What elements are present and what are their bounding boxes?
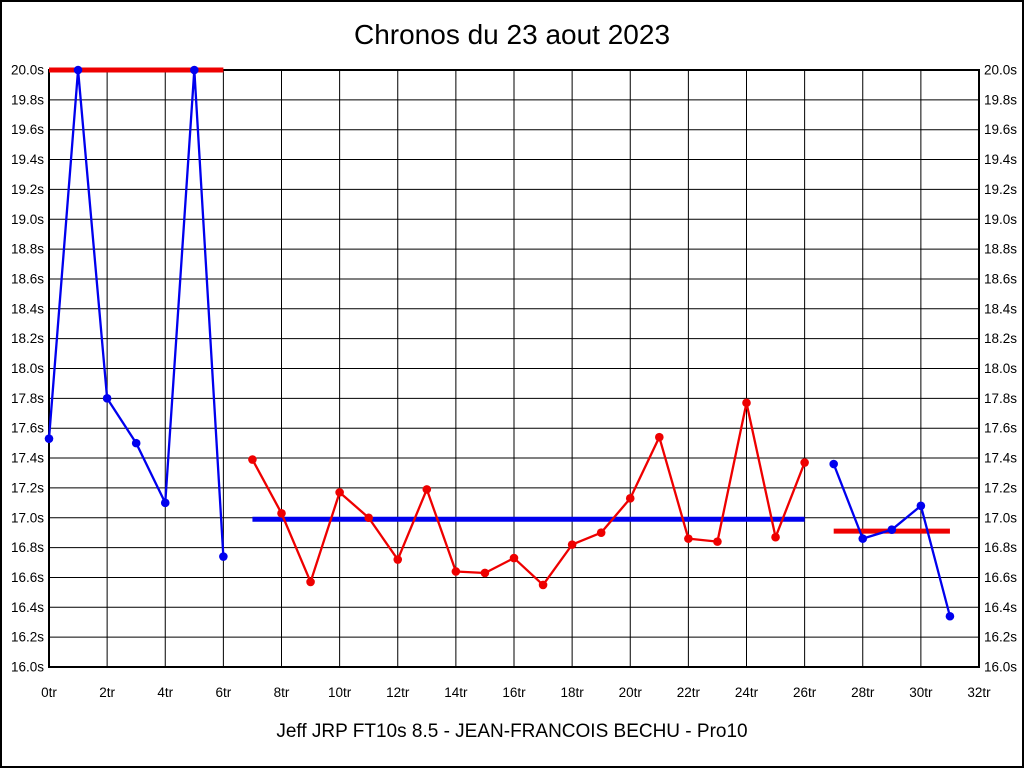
y-tick-label-left: 18.6s xyxy=(11,271,44,286)
data-point-run2-red xyxy=(248,455,257,464)
x-tick-label: 0tr xyxy=(41,685,57,700)
x-tick-label: 4tr xyxy=(157,685,173,700)
x-tick-label: 22tr xyxy=(677,685,701,700)
y-tick-label-right: 18.0s xyxy=(984,361,1017,376)
y-tick-label-left: 17.0s xyxy=(11,510,44,525)
data-point-run3-blue xyxy=(916,501,926,511)
data-point-run2-red xyxy=(567,540,577,549)
y-tick-label-left: 16.8s xyxy=(11,540,44,555)
data-point-run3-blue xyxy=(945,611,955,621)
data-point-run2-red xyxy=(538,580,548,590)
x-tick-label: 12tr xyxy=(386,685,410,700)
x-tick-label: 20tr xyxy=(619,685,643,700)
y-tick-label-left: 17.8s xyxy=(11,391,44,406)
y-tick-label-right: 16.4s xyxy=(984,600,1017,615)
chart-title: Chronos du 23 aout 2023 xyxy=(353,19,671,50)
data-point-run2-red xyxy=(625,494,635,503)
y-tick-label-left: 17.2s xyxy=(11,480,44,495)
y-tick-label-left: 19.4s xyxy=(11,152,44,167)
x-tick-label: 8tr xyxy=(274,685,290,700)
data-point-run2-red xyxy=(713,537,722,546)
y-tick-label-left: 16.4s xyxy=(11,600,44,615)
x-tick-label: 16tr xyxy=(502,685,526,700)
data-point-run1-blue xyxy=(44,434,54,443)
x-tick-label: 10tr xyxy=(328,685,352,700)
y-tick-label-left: 17.4s xyxy=(11,451,44,466)
chart-subtitle: Jeff JRP FT10s 8.5 - JEAN-FRANCOIS BECHU… xyxy=(276,721,748,742)
data-point-run2-red xyxy=(451,567,461,576)
data-point-run2-red xyxy=(800,458,809,467)
y-tick-label-right: 16.0s xyxy=(984,660,1017,675)
y-tick-label-right: 19.6s xyxy=(984,122,1017,137)
y-tick-label-left: 16.2s xyxy=(11,630,44,645)
x-tick-label: 24tr xyxy=(735,685,759,700)
y-tick-label-right: 18.6s xyxy=(984,271,1017,286)
data-point-run2-red xyxy=(364,513,373,523)
plot-border xyxy=(48,69,980,668)
y-tick-label-right: 18.8s xyxy=(984,242,1017,257)
y-tick-label-right: 17.8s xyxy=(984,391,1017,406)
data-point-run3-blue xyxy=(887,525,897,534)
y-tick-label-left: 19.8s xyxy=(11,92,44,107)
y-tick-label-right: 19.4s xyxy=(984,152,1017,167)
y-tick-label-right: 19.2s xyxy=(984,182,1017,197)
y-tick-label-left: 18.2s xyxy=(11,331,44,346)
data-point-run2-red xyxy=(422,485,432,494)
y-tick-label-right: 19.0s xyxy=(984,212,1017,227)
y-tick-label-left: 16.0s xyxy=(11,660,44,675)
data-point-run2-red xyxy=(742,398,751,408)
x-tick-label: 18tr xyxy=(560,685,584,700)
data-point-run1-blue xyxy=(190,65,199,75)
data-point-run1-blue xyxy=(131,438,141,448)
series-line-run2-red xyxy=(251,401,806,587)
y-tick-label-left: 19.0s xyxy=(11,212,44,227)
data-point-run1-blue xyxy=(73,65,83,75)
y-tick-label-right: 16.8s xyxy=(984,540,1017,555)
y-tick-label-right: 19.8s xyxy=(984,92,1017,107)
y-tick-label-left: 17.6s xyxy=(11,421,44,436)
data-point-run2-red xyxy=(335,488,344,497)
data-point-run2-red xyxy=(306,577,315,587)
x-tick-label: 32tr xyxy=(967,685,991,700)
y-tick-label-left: 20.0s xyxy=(11,63,44,78)
y-tick-label-right: 20.0s xyxy=(984,63,1017,78)
y-tick-label-right: 17.6s xyxy=(984,421,1017,436)
data-point-run2-red xyxy=(480,568,490,578)
data-point-run2-red xyxy=(771,532,780,542)
data-point-run2-red xyxy=(509,553,519,563)
data-point-run3-blue xyxy=(829,459,838,469)
y-tick-label-right: 17.0s xyxy=(984,510,1017,525)
y-tick-label-right: 18.4s xyxy=(984,301,1017,316)
data-point-run2-red xyxy=(684,534,693,543)
data-point-run2-red xyxy=(393,555,403,564)
data-point-run2-red xyxy=(596,528,606,537)
y-tick-label-left: 18.8s xyxy=(11,242,44,257)
series-line-run1-blue xyxy=(47,68,225,557)
y-tick-label-left: 19.6s xyxy=(11,122,44,137)
x-tick-label: 14tr xyxy=(444,685,468,700)
x-tick-label: 28tr xyxy=(851,685,875,700)
y-tick-label-right: 16.6s xyxy=(984,570,1017,585)
x-tick-label: 26tr xyxy=(793,685,817,700)
y-tick-label-right: 17.2s xyxy=(984,480,1017,495)
y-tick-label-left: 18.0s xyxy=(11,361,44,376)
x-tick-label: 2tr xyxy=(99,685,115,700)
data-point-run1-blue xyxy=(102,394,112,403)
y-tick-label-left: 19.2s xyxy=(11,182,44,197)
data-point-run3-blue xyxy=(858,534,868,543)
y-tick-label-right: 16.2s xyxy=(984,630,1017,645)
y-tick-label-left: 18.4s xyxy=(11,301,44,316)
series-line-run3-blue xyxy=(832,463,952,617)
y-tick-label-left: 16.6s xyxy=(11,570,44,585)
x-tick-label: 30tr xyxy=(909,685,933,700)
data-point-run1-blue xyxy=(219,552,228,561)
data-point-run2-red xyxy=(655,432,664,442)
data-point-run1-blue xyxy=(160,498,170,508)
y-tick-label-right: 17.4s xyxy=(984,451,1017,466)
x-tick-label: 6tr xyxy=(215,685,231,700)
y-tick-label-right: 18.2s xyxy=(984,331,1017,346)
data-point-run2-red xyxy=(277,508,286,518)
